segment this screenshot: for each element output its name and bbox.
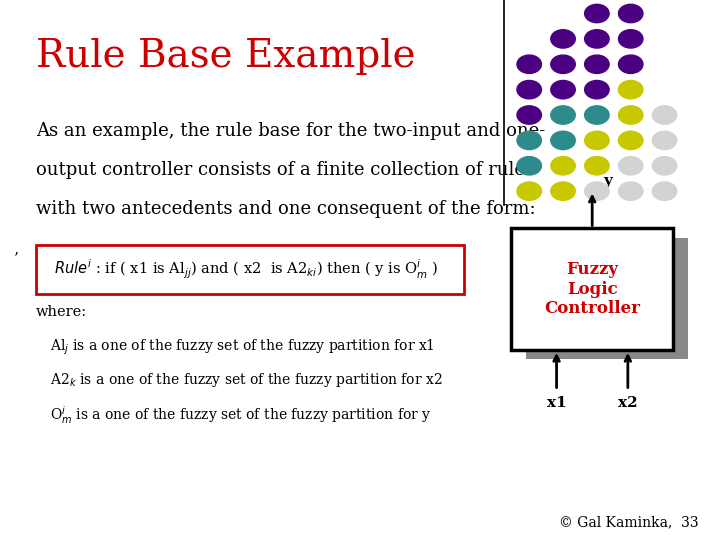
Text: Rule Base Example: Rule Base Example bbox=[36, 38, 415, 75]
Circle shape bbox=[618, 182, 643, 200]
Text: As an example, the rule base for the two-input and one-: As an example, the rule base for the two… bbox=[36, 122, 545, 139]
Circle shape bbox=[652, 182, 677, 200]
Circle shape bbox=[618, 157, 643, 175]
Text: with two antecedents and one consequent of the form:: with two antecedents and one consequent … bbox=[36, 200, 536, 218]
Text: x1: x1 bbox=[546, 396, 567, 410]
Circle shape bbox=[517, 157, 541, 175]
Circle shape bbox=[551, 80, 575, 99]
Text: $\mathit{Rule}^i$ : if ( x1 is Al$_{jj}$) and ( x2  is A2$_{ki}$) then ( y is O$: $\mathit{Rule}^i$ : if ( x1 is Al$_{jj}$… bbox=[54, 258, 438, 281]
Text: where:: where: bbox=[36, 305, 87, 319]
Text: Al$_j$ is a one of the fuzzy set of the fuzzy partition for x1: Al$_j$ is a one of the fuzzy set of the … bbox=[50, 338, 435, 357]
Circle shape bbox=[585, 4, 609, 23]
Circle shape bbox=[585, 131, 609, 150]
Circle shape bbox=[551, 106, 575, 124]
Bar bbox=[511, 228, 673, 350]
Circle shape bbox=[551, 55, 575, 73]
Bar bbox=[36, 245, 464, 294]
Circle shape bbox=[517, 131, 541, 150]
Circle shape bbox=[551, 157, 575, 175]
Circle shape bbox=[551, 131, 575, 150]
Bar bbox=[526, 238, 688, 359]
Text: Fuzzy
Logic
Controller: Fuzzy Logic Controller bbox=[544, 261, 640, 318]
Circle shape bbox=[551, 182, 575, 200]
Circle shape bbox=[585, 30, 609, 48]
Circle shape bbox=[618, 4, 643, 23]
Circle shape bbox=[517, 106, 541, 124]
Circle shape bbox=[585, 80, 609, 99]
Text: x2: x2 bbox=[618, 396, 638, 410]
Circle shape bbox=[585, 157, 609, 175]
Circle shape bbox=[652, 157, 677, 175]
Circle shape bbox=[585, 182, 609, 200]
Circle shape bbox=[618, 131, 643, 150]
Circle shape bbox=[517, 55, 541, 73]
Circle shape bbox=[517, 80, 541, 99]
Circle shape bbox=[618, 30, 643, 48]
Text: output controller consists of a finite collection of rules: output controller consists of a finite c… bbox=[36, 161, 534, 179]
Circle shape bbox=[618, 106, 643, 124]
Circle shape bbox=[517, 182, 541, 200]
Circle shape bbox=[652, 131, 677, 150]
Text: A2$_k$ is a one of the fuzzy set of the fuzzy partition for x2: A2$_k$ is a one of the fuzzy set of the … bbox=[50, 371, 443, 389]
Circle shape bbox=[652, 106, 677, 124]
Text: © Gal Kaminka,  33: © Gal Kaminka, 33 bbox=[559, 515, 698, 529]
Text: O$_m^i$ is a one of the fuzzy set of the fuzzy partition for y: O$_m^i$ is a one of the fuzzy set of the… bbox=[50, 404, 432, 427]
Circle shape bbox=[551, 30, 575, 48]
Circle shape bbox=[618, 55, 643, 73]
Text: y: y bbox=[603, 174, 612, 188]
Circle shape bbox=[618, 80, 643, 99]
Circle shape bbox=[585, 106, 609, 124]
Circle shape bbox=[585, 55, 609, 73]
Text: ’: ’ bbox=[14, 251, 19, 265]
